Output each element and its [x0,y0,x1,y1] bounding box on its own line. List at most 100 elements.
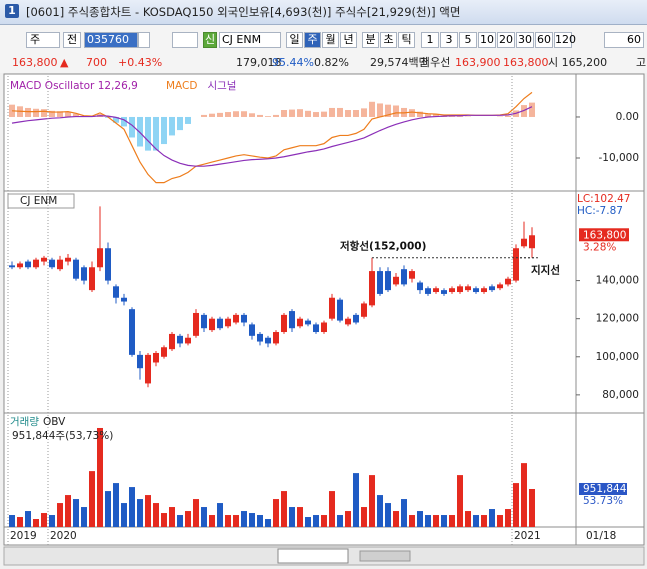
candle-body [113,286,119,298]
volume-bar [449,515,455,527]
candle-body [233,314,239,323]
candle-body [209,318,215,331]
oscillator-bar [217,112,223,117]
candle-body [25,261,31,268]
period-button[interactable]: 월 [322,32,339,48]
y-tick-label: 0.00 [616,111,639,123]
legend-entry: MACD [166,80,197,92]
sound-button[interactable] [172,32,198,48]
candle-body [73,259,79,279]
candle-body [41,257,47,262]
lc-label: LC:102.47 [577,193,630,205]
volume-bar [345,511,351,527]
candle-body [489,286,495,291]
volume-bar [41,513,47,527]
volume-bar [465,511,471,527]
hc-label: HC:-7.87 [577,205,623,217]
quote-arrow: ▲ [60,56,69,69]
candle-body [145,354,151,384]
interval-button[interactable]: 10 [478,32,496,48]
volume-bar [217,503,223,527]
oscillator-bar [425,113,431,117]
unit-button[interactable]: 분 [362,32,379,48]
interval-button[interactable]: 120 [554,32,576,48]
interval-button[interactable]: 30 [516,32,534,48]
volume-bar [17,517,23,527]
volume-bar [249,513,255,527]
code-input[interactable]: 035760 [84,32,138,48]
candle-body [249,324,255,336]
oscillator-bar [385,104,391,117]
candle-body [361,303,367,317]
volume-bar [49,515,55,527]
quote-ask: 163,900 [455,56,501,69]
oscillator-bar [409,109,415,117]
volume-bar [161,513,167,527]
interval-button[interactable]: 3 [440,32,458,48]
oscillator-bar [257,114,263,117]
volume-bar [433,515,439,527]
candle-body [433,288,439,293]
oscillator-bar [201,114,207,117]
volume-bar [497,515,503,527]
oscillator-bar [361,108,367,117]
oscillator-bar [225,112,231,117]
oscillator-bar [137,116,143,147]
quote-open: 시 165,200 [548,56,608,69]
candle-body [313,324,319,333]
volume-bar [313,515,319,527]
quote-change: 700 [86,56,107,69]
volume-bar [297,507,303,527]
oscillator-bar [145,116,151,151]
candle-body [201,314,207,329]
scroll-thumb[interactable] [359,550,411,562]
volume-bar [121,503,127,527]
panel-title: 거래량 [10,416,39,428]
oscillator-bar [289,109,295,117]
last-price-box [579,228,629,242]
unit-button[interactable]: 초 [380,32,397,48]
interval-button[interactable]: 60 [535,32,553,48]
code-dropdown[interactable] [138,32,150,48]
oscillator-bar [337,107,343,117]
oscillator-bar [353,110,359,117]
chart-frame [3,73,645,546]
interval-button[interactable]: 5 [459,32,477,48]
oscillator-bar [321,111,327,117]
scope-button[interactable]: 전 [63,32,81,48]
y-tick-label: -10,000 [598,152,639,164]
candle-body [441,290,447,294]
volume-bar [105,491,111,527]
name-input[interactable]: CJ ENM [219,32,281,48]
window-number: 1 [5,4,19,18]
interval-button[interactable]: 1 [421,32,439,48]
candle-body [329,297,335,319]
chart-kind-select[interactable]: 주 [26,32,60,48]
panel-title: MACD Oscillator 12,26,9 [10,80,138,92]
volume-bar [81,507,87,527]
oscillator-bar [161,116,167,145]
period-button[interactable]: 일 [286,32,303,48]
candle-body [33,259,39,268]
oscillator-bar [505,115,511,117]
last-volume-ratio: 53.73% [583,495,623,507]
volume-bar [337,515,343,527]
unit-button[interactable]: 틱 [398,32,415,48]
oscillator-bar [57,111,63,117]
oscillator-bar [313,112,319,117]
candle-body [241,314,247,323]
candle-body [121,297,127,302]
last-volume-label: 951,844 [583,483,627,495]
candle-body [137,354,143,369]
count-input[interactable]: 60 [604,32,644,48]
x-tick-label: 2021 [514,530,541,542]
scroll-buttons[interactable] [277,548,349,564]
period-button[interactable]: 년 [340,32,357,48]
oscillator-bar [305,110,311,117]
period-button[interactable]: 주 [304,32,321,48]
candle-body [473,288,479,293]
interval-button[interactable]: 20 [497,32,515,48]
candle-body [321,322,327,333]
candle-body [369,271,375,306]
candle-body [193,312,199,336]
